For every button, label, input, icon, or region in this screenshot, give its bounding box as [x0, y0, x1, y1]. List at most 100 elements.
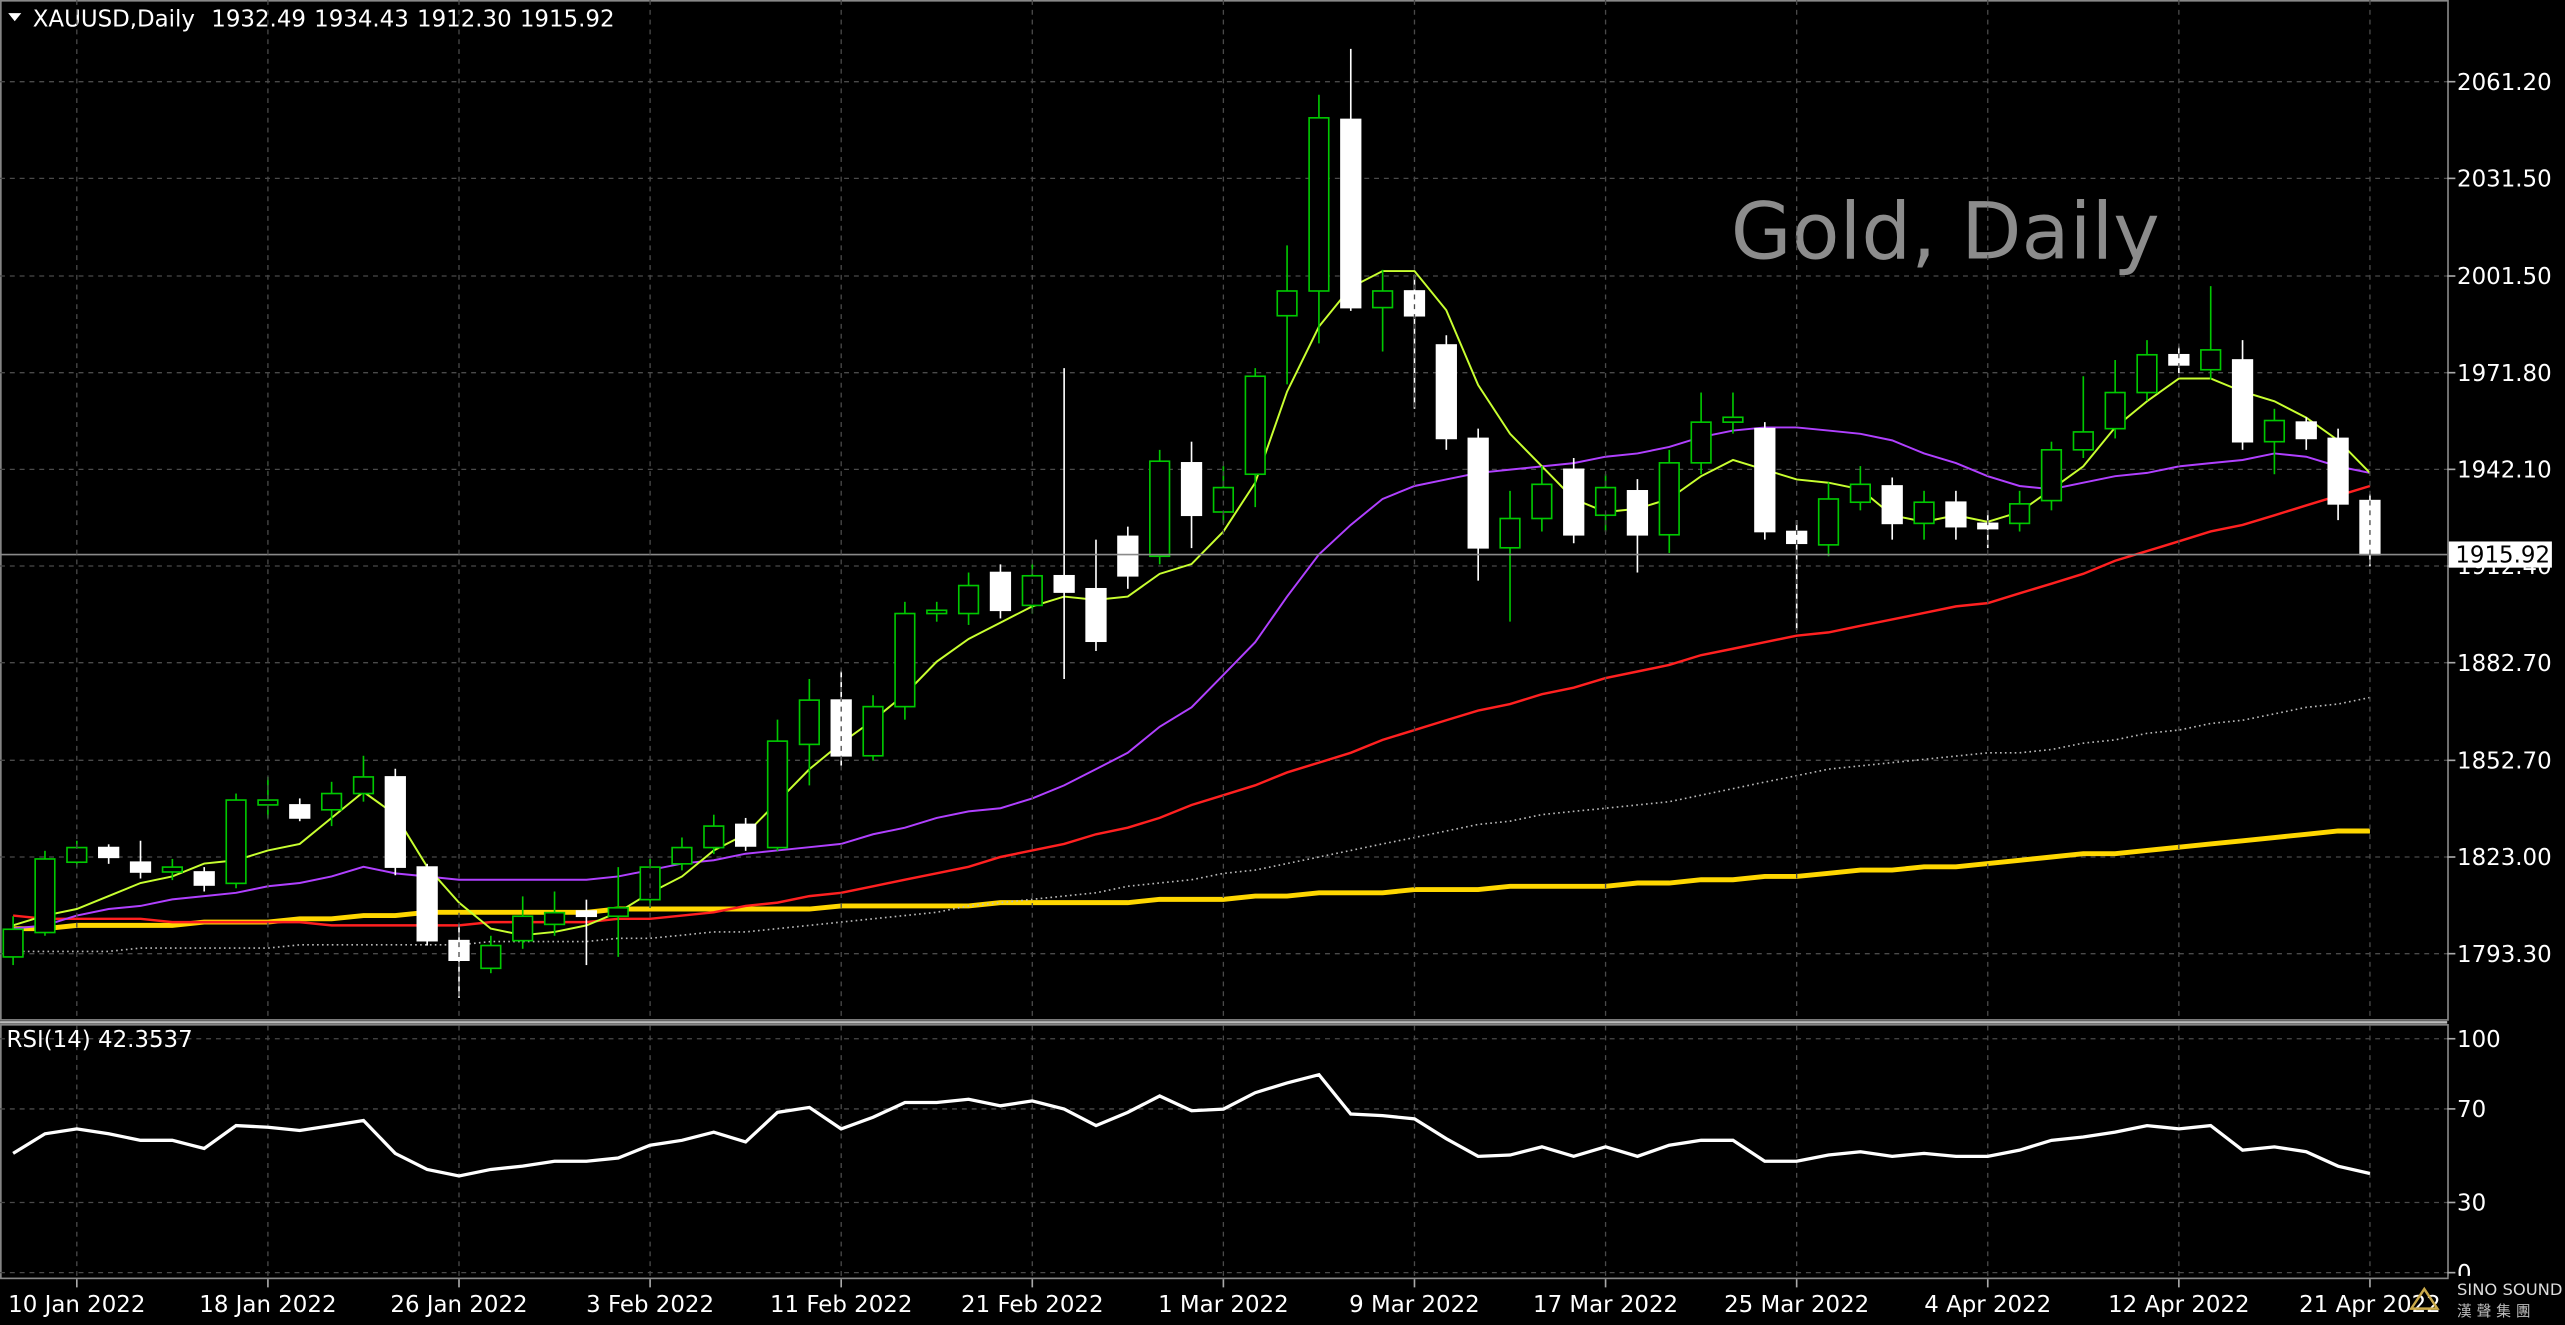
candle-body — [798, 699, 820, 746]
x-tick-label: 10 Jan 2022 — [8, 1292, 145, 1318]
candle-body — [34, 858, 56, 934]
candle-body — [1180, 462, 1203, 517]
candle-body — [2072, 431, 2094, 451]
x-tick-label: 12 Apr 2022 — [2108, 1292, 2250, 1318]
candle-body — [1626, 490, 1649, 536]
header-ohlc-value: 1915.92 — [520, 6, 615, 32]
candle-body — [448, 939, 470, 962]
menu-triangle — [8, 13, 22, 22]
candle-body — [257, 799, 279, 806]
candle-body — [2200, 349, 2222, 371]
candle-body — [1945, 501, 1967, 528]
candle-body — [1053, 574, 1075, 593]
x-tick-label: 25 Mar 2022 — [1724, 1292, 1869, 1318]
header-ohlc-value: 1912.30 — [417, 6, 512, 32]
x-tick-label: 11 Feb 2022 — [770, 1292, 912, 1318]
y-tick-label: 100 — [2457, 1027, 2501, 1053]
candle-body — [289, 804, 311, 819]
candle-body — [766, 740, 789, 849]
candle-body — [1881, 485, 1903, 525]
candle-body — [735, 823, 757, 847]
candle-body — [2263, 419, 2286, 443]
watermark: Gold, Daily — [1731, 186, 2160, 278]
logo-background — [2448, 1275, 2565, 1325]
candle-body — [1244, 375, 1266, 476]
candle-body — [1340, 118, 1362, 309]
x-tick-label: 3 Feb 2022 — [586, 1292, 714, 1318]
logo-subtitle: 漢聲集團 — [2457, 1303, 2536, 1320]
y-tick-label: 70 — [2457, 1097, 2486, 1123]
candle-body — [1754, 427, 1776, 533]
candle-body — [352, 776, 375, 795]
x-tick-label: 17 Mar 2022 — [1533, 1292, 1678, 1318]
candle-body — [989, 571, 1012, 612]
candle-body — [2359, 499, 2381, 556]
candle-body — [1149, 460, 1171, 558]
candle-body — [957, 584, 980, 615]
candle-body — [320, 792, 343, 811]
candle-body — [1531, 483, 1553, 520]
candle-body — [1817, 498, 1840, 546]
candle-body — [543, 911, 566, 926]
candle-body — [2104, 391, 2126, 430]
logo-name: SINO SOUND — [2457, 1280, 2563, 1299]
candle-body — [2231, 359, 2254, 443]
rsi-line — [12, 1072, 2371, 1178]
y-tick-label: 2001.50 — [2457, 264, 2552, 290]
candle-body — [98, 846, 120, 859]
y-tick-label: 2031.50 — [2457, 167, 2552, 193]
candle-body — [1913, 501, 1935, 525]
x-tick-label: 21 Apr 2022 — [2299, 1292, 2441, 1318]
candle-body — [703, 825, 725, 849]
header-ohlc-value: 1934.43 — [314, 6, 409, 32]
header-ohlc-value: 1932.49 — [211, 6, 306, 32]
candle-body — [1276, 290, 1298, 317]
y-tick-label: 30 — [2457, 1191, 2486, 1217]
main-frame — [0, 0, 2449, 1021]
y-tick-label: 1882.70 — [2457, 651, 2552, 677]
candle-body — [384, 776, 406, 868]
y-tick-label: 1793.30 — [2457, 942, 2552, 968]
y-tick-label: 2061.20 — [2457, 70, 2552, 96]
candle-body — [1117, 535, 1139, 577]
candle-body — [862, 705, 884, 757]
rsi-title: RSI(14) 42.3537 — [7, 1027, 193, 1053]
x-tick-label: 1 Mar 2022 — [1158, 1292, 1289, 1318]
candle-body — [926, 609, 948, 615]
candle-body — [1308, 117, 1330, 292]
x-tick-label: 18 Jan 2022 — [199, 1292, 336, 1318]
candle-body — [161, 866, 183, 873]
candle-body — [2040, 449, 2063, 502]
chart-title: XAUUSD,Daily — [33, 6, 195, 32]
candle-body — [129, 861, 152, 873]
candle-body — [512, 915, 534, 942]
candle-body — [1849, 483, 1871, 504]
x-tick-label: 21 Feb 2022 — [961, 1292, 1103, 1318]
candle-body — [1085, 587, 1107, 643]
y-tick-label: 1852.70 — [2457, 748, 2552, 774]
y-tick-label: 1971.80 — [2457, 361, 2552, 387]
y-tick-label: 1823.00 — [2457, 845, 2552, 871]
chart-header: XAUUSD,Daily 1932.49 1934.43 1912.30 1915.92 — [33, 6, 615, 32]
candle-body — [671, 846, 693, 865]
candle-body — [480, 944, 502, 970]
candle-body — [1371, 290, 1394, 309]
candle-body — [2008, 503, 2031, 525]
x-tick-label: 9 Mar 2022 — [1349, 1292, 1480, 1318]
candle-body — [1467, 437, 1489, 549]
candle-body — [416, 866, 438, 942]
rsi-frame — [0, 1024, 2449, 1280]
moving-average-line — [12, 484, 2371, 927]
candle-body — [607, 906, 629, 918]
y-tick-label: 1942.10 — [2457, 457, 2552, 483]
candle-body — [1690, 421, 1712, 464]
candle-body — [2295, 421, 2317, 440]
candle-body — [1435, 344, 1457, 440]
x-tick-label: 26 Jan 2022 — [390, 1292, 527, 1318]
moving-average-line — [13, 696, 2371, 953]
candle-body — [1658, 462, 1680, 536]
candle-body — [894, 612, 916, 708]
candle-body — [193, 871, 215, 886]
